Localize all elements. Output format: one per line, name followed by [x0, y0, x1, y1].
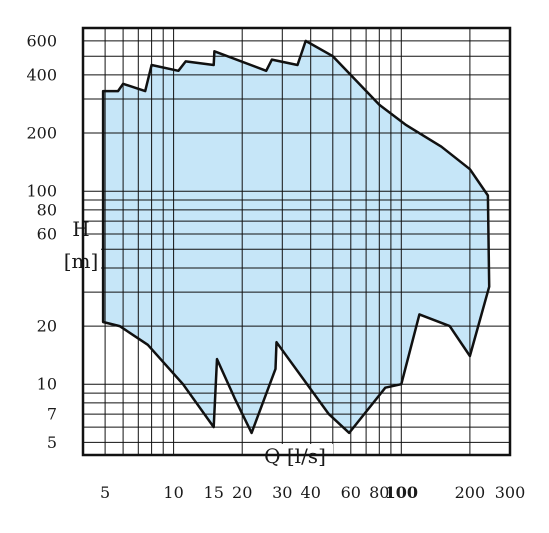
- x-tick-label: 15: [204, 483, 224, 502]
- y-unit-label-background: [61, 248, 101, 274]
- y-tick-label: 600: [26, 31, 57, 50]
- x-tick-label: 60: [341, 483, 361, 502]
- y-tick-label: 10: [37, 375, 57, 394]
- operating-envelope-area: [101, 39, 491, 435]
- y-tick-label: 400: [26, 65, 57, 84]
- y-tick-label: 5: [47, 433, 57, 452]
- x-tick-label: 100: [385, 483, 418, 502]
- x-tick-label: 40: [301, 483, 321, 502]
- x-tick-label: 300: [495, 483, 526, 502]
- y-axis-unit-label: [m]: [64, 249, 99, 273]
- x-tick-label: 200: [455, 483, 486, 502]
- y-tick-label: 80: [37, 200, 57, 219]
- plot-frame: [81, 26, 512, 457]
- x-tick-label: 80: [369, 483, 389, 502]
- y-axis-label: H: [72, 217, 89, 241]
- y-tick-label: 100: [26, 182, 57, 201]
- x-tick-label: 5: [100, 483, 110, 502]
- y-tick-label: 7: [47, 405, 57, 424]
- y-tick-label: 200: [26, 124, 57, 143]
- x-tick-label: 20: [232, 483, 252, 502]
- x-tick-label: 10: [163, 483, 183, 502]
- y-tick-label: 20: [37, 317, 57, 336]
- y-tick-label: 60: [37, 225, 57, 244]
- x-tick-label: 30: [272, 483, 292, 502]
